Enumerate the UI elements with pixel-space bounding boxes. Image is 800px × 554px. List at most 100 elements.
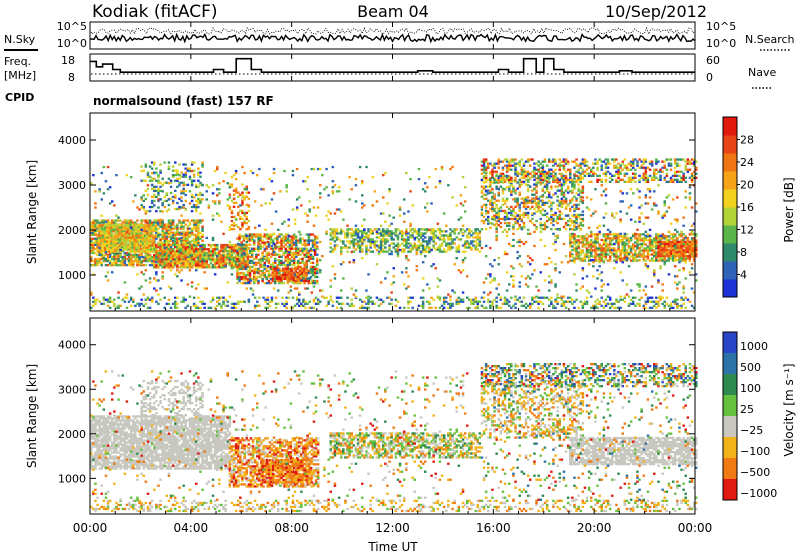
power-cell <box>108 221 112 224</box>
power-cell <box>478 238 482 241</box>
power-cell <box>514 180 517 183</box>
power-cell <box>112 248 115 251</box>
power-cell <box>644 249 648 252</box>
power-cell <box>125 235 129 238</box>
power-cell <box>222 254 225 257</box>
power-cell <box>155 231 158 234</box>
power-cell <box>510 213 513 217</box>
power-cell <box>623 172 627 175</box>
power-cell <box>627 162 631 165</box>
power-cell <box>613 174 616 177</box>
power-cell <box>516 217 519 221</box>
power-cell <box>558 189 561 192</box>
power-cell <box>186 254 190 257</box>
power-cell <box>451 240 454 243</box>
power-cell <box>124 234 128 237</box>
power-cell <box>501 175 505 178</box>
power-cell <box>257 253 260 256</box>
power-cell <box>457 248 461 251</box>
power-cell <box>615 241 618 244</box>
power-cell <box>646 253 650 256</box>
power-cell <box>356 230 360 233</box>
power-cell <box>305 251 308 254</box>
power-cell <box>346 234 349 237</box>
power-cell <box>244 282 248 285</box>
power-cell <box>629 162 633 165</box>
power-cell <box>634 174 637 177</box>
power-cell <box>245 221 248 225</box>
power-cell <box>269 235 273 238</box>
power-cell <box>129 234 132 237</box>
power-cell <box>356 232 360 235</box>
power-cell <box>106 264 110 267</box>
power-cell <box>152 250 155 253</box>
power-cell <box>510 193 513 196</box>
power-cell <box>615 164 618 167</box>
power-cell <box>280 259 283 262</box>
power-cell <box>142 169 145 172</box>
power-cell <box>265 237 269 240</box>
power-cell <box>648 160 652 163</box>
power-cell <box>428 246 431 249</box>
power-cell <box>134 259 137 263</box>
power-cell <box>140 259 143 263</box>
power-cell <box>678 244 681 248</box>
power-cell <box>512 158 515 161</box>
power-cell <box>169 253 173 257</box>
power-cell <box>188 266 192 269</box>
power-cell <box>307 282 311 285</box>
power-cell <box>667 162 671 165</box>
power-cell <box>265 235 269 238</box>
power-cell <box>271 279 274 282</box>
power-cell <box>230 223 234 227</box>
power-cell <box>573 243 576 246</box>
power-cell <box>176 227 179 230</box>
power-cell <box>548 180 551 183</box>
power-cell <box>316 235 319 238</box>
power-cell <box>684 164 687 167</box>
power-cell <box>600 257 603 260</box>
power-cell <box>413 238 416 241</box>
power-cell <box>155 264 158 267</box>
power-cell <box>192 248 196 251</box>
power-cell <box>396 244 400 247</box>
power-cell <box>176 241 179 244</box>
power-cell <box>103 246 107 249</box>
power-cell <box>209 256 213 259</box>
power-cell <box>278 241 281 244</box>
power-cell <box>180 252 183 255</box>
power-cell <box>184 262 187 265</box>
power-cell <box>495 187 498 190</box>
power-cell <box>529 207 532 210</box>
power-cell <box>562 158 566 161</box>
power-cell <box>253 249 256 252</box>
power-cell <box>579 176 582 179</box>
power-cell <box>269 263 273 267</box>
power-cell <box>466 234 469 237</box>
power-cell <box>619 241 622 244</box>
power-cell <box>596 253 599 256</box>
power-cell <box>167 252 171 255</box>
power-cell <box>659 170 662 173</box>
power-cell <box>400 230 404 233</box>
power-cell <box>625 168 629 171</box>
power-cell <box>176 229 179 232</box>
power-cell <box>646 251 650 254</box>
power-cell <box>625 239 629 242</box>
power-cell <box>271 275 274 278</box>
power-cell <box>90 237 93 240</box>
power-cell <box>674 162 677 165</box>
power-cell <box>585 172 589 175</box>
power-cell <box>144 197 148 201</box>
power-cell <box>199 246 202 249</box>
power-cell <box>342 246 345 249</box>
power-cell <box>96 261 99 265</box>
power-cell <box>150 242 153 245</box>
power-cell <box>182 260 185 263</box>
power-cell <box>186 239 190 242</box>
power-cell <box>348 242 351 245</box>
power-cell <box>514 164 517 167</box>
noise-panel: N.Sky 10^5 10^0 10^5 10^0 N.Search <box>4 20 795 51</box>
power-cell <box>432 240 435 243</box>
power-cell <box>178 255 181 259</box>
